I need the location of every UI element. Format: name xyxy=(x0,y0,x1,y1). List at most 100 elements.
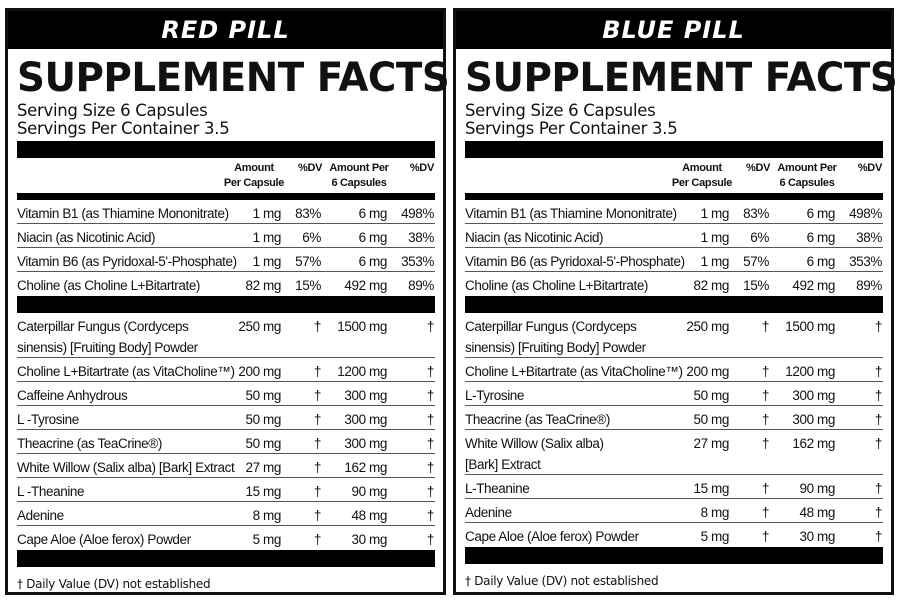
ingredient-name: Niacin (as Nicotinic Acid) xyxy=(465,230,604,245)
dv-per-serving: 498% xyxy=(401,206,434,221)
ingredient-name: Vitamin B1 (as Thiamine Mononitrate) xyxy=(465,206,677,221)
dv-per-capsule: † xyxy=(313,412,322,427)
ingredient-name: Caterpillar Fungus (Cordyceps sinensis) … xyxy=(17,319,198,355)
amount-per-capsule: 250 mg xyxy=(238,319,281,334)
divider-bar xyxy=(17,193,435,200)
amount-per-serving: 1200 mg xyxy=(785,364,835,379)
ingredient-row: Cape Aloe (Aloe ferox) Powder 5 mg † 30 … xyxy=(17,526,435,550)
dv-per-capsule: 6% xyxy=(750,230,769,245)
amount-per-serving: 48 mg xyxy=(799,505,835,520)
amount-per-serving: 492 mg xyxy=(792,278,835,293)
dv-per-capsule: † xyxy=(761,319,770,334)
dv-per-capsule: † xyxy=(313,532,322,547)
dv-per-serving: 38% xyxy=(856,230,882,245)
header-dv-serving: %DV xyxy=(409,162,434,174)
ingredient-row: L -Theanine 15 mg † 90 mg † xyxy=(17,478,435,502)
vitamin-row: Choline (as Choline L+Bitartrate) 82 mg … xyxy=(17,272,435,296)
vitamin-row: Niacin (as Nicotinic Acid) 1 mg 6% 6 mg … xyxy=(465,224,883,248)
ingredient-row: Choline L+Bitartrate (as VitaCholine™) 2… xyxy=(17,358,435,382)
amount-per-serving: 6 mg xyxy=(358,206,388,221)
product-name-banner: BLUE PILL xyxy=(456,11,891,49)
amount-per-capsule: 8 mg xyxy=(700,505,730,520)
dv-per-capsule: 6% xyxy=(302,230,321,245)
header-dv: %DV xyxy=(746,162,771,174)
servings-per-container: Servings Per Container 3.5 xyxy=(17,119,230,138)
dv-per-serving: † xyxy=(874,364,883,379)
ingredient-name: L -Tyrosine xyxy=(17,412,79,427)
dv-per-capsule: † xyxy=(313,484,322,499)
divider-bar xyxy=(17,141,435,158)
ingredient-name: White Willow (Salix alba) [Bark] Extract xyxy=(465,436,604,472)
dv-per-capsule: 57% xyxy=(743,254,769,269)
amount-per-capsule: 5 mg xyxy=(252,532,282,547)
ingredient-name: Adenine xyxy=(17,508,64,523)
amount-per-serving: 6 mg xyxy=(358,254,388,269)
amount-per-capsule: 50 mg xyxy=(245,412,281,427)
dv-per-capsule: † xyxy=(761,412,770,427)
amount-per-serving: 30 mg xyxy=(351,532,387,547)
dv-per-capsule: 15% xyxy=(743,278,769,293)
dv-per-capsule: 57% xyxy=(295,254,321,269)
dv-per-capsule: † xyxy=(761,388,770,403)
amount-per-capsule: 1 mg xyxy=(700,254,730,269)
header-dv-serving: %DV xyxy=(857,162,882,174)
amount-per-serving: 6 mg xyxy=(358,230,388,245)
serving-size: Serving Size 6 Capsules xyxy=(17,101,208,120)
ingredient-row: Choline L+Bitartrate (as VitaCholine™) 2… xyxy=(465,358,883,382)
amount-per-capsule: 15 mg xyxy=(693,481,729,496)
dv-per-serving: † xyxy=(426,412,435,427)
amount-per-capsule: 50 mg xyxy=(245,388,281,403)
amount-per-serving: 162 mg xyxy=(344,460,387,475)
label-title: SUPPLEMENT FACTS xyxy=(17,55,450,101)
ingredient-name: Choline L+Bitartrate (as VitaCholine™) xyxy=(465,364,683,379)
amount-per-serving: 300 mg xyxy=(344,388,387,403)
blue-pill-label: BLUE PILL SUPPLEMENT FACTS Serving Size … xyxy=(453,8,898,595)
ingredient-name: Caffeine Anhydrous xyxy=(17,388,128,403)
dv-per-serving: † xyxy=(426,460,435,475)
header-dv: %DV xyxy=(298,162,323,174)
footnote: † Daily Value (DV) not established xyxy=(465,574,659,588)
amount-per-capsule: 1 mg xyxy=(252,254,282,269)
divider-bar xyxy=(17,550,435,567)
column-headers: Amount Per Capsule %DV Amount Per 6 Caps… xyxy=(465,158,883,193)
column-headers: Amount Per Capsule %DV Amount Per 6 Caps… xyxy=(17,158,435,193)
ingredient-name: Choline L+Bitartrate (as VitaCholine™) xyxy=(17,364,235,379)
vitamin-row: Vitamin B6 (as Pyridoxal-5'-Phosphate) 1… xyxy=(465,248,883,272)
amount-per-serving: 300 mg xyxy=(344,436,387,451)
dv-per-serving: † xyxy=(874,436,883,451)
dv-per-capsule: † xyxy=(313,364,322,379)
vitamin-row: Vitamin B1 (as Thiamine Mononitrate) 1 m… xyxy=(465,200,883,224)
divider-bar xyxy=(465,547,883,564)
dv-per-capsule: 83% xyxy=(743,206,769,221)
amount-per-serving: 1500 mg xyxy=(785,319,835,334)
amount-per-serving: 6 mg xyxy=(806,206,836,221)
ingredient-name: Cape Aloe (Aloe ferox) Powder xyxy=(465,529,639,544)
header-amount-per-serving: Amount Per 6 Capsules xyxy=(329,162,389,189)
dv-per-serving: † xyxy=(426,364,435,379)
dv-per-serving: 89% xyxy=(408,278,434,293)
dv-per-serving: 353% xyxy=(401,254,434,269)
amount-per-capsule: 1 mg xyxy=(700,206,730,221)
amount-per-capsule: 27 mg xyxy=(693,436,729,451)
amount-per-capsule: 1 mg xyxy=(252,206,282,221)
dv-per-serving: † xyxy=(874,319,883,334)
amount-per-serving: 30 mg xyxy=(799,529,835,544)
amount-per-serving: 1500 mg xyxy=(337,319,387,334)
amount-per-serving: 90 mg xyxy=(799,481,835,496)
amount-per-capsule: 82 mg xyxy=(245,278,281,293)
divider-bar xyxy=(465,296,883,313)
amount-per-serving: 6 mg xyxy=(806,254,836,269)
ingredient-name: Theacrine (as TeaCrine®) xyxy=(465,412,610,427)
amount-per-capsule: 8 mg xyxy=(252,508,282,523)
ingredient-row: Caterpillar Fungus (Cordyceps sinensis) … xyxy=(465,313,883,358)
dv-per-capsule: 83% xyxy=(295,206,321,221)
ingredient-row: Caterpillar Fungus (Cordyceps sinensis) … xyxy=(17,313,435,358)
ingredient-name: Vitamin B6 (as Pyridoxal-5'-Phosphate) xyxy=(465,254,685,269)
dv-per-serving: † xyxy=(874,529,883,544)
dv-per-capsule: 15% xyxy=(295,278,321,293)
footnote: † Daily Value (DV) not established xyxy=(17,577,211,591)
divider-bar xyxy=(17,296,435,313)
header-amount-per-capsule: Amount Per Capsule xyxy=(671,162,733,189)
ingredient-row: L-Tyrosine 50 mg † 300 mg † xyxy=(465,382,883,406)
amount-per-capsule: 1 mg xyxy=(700,230,730,245)
